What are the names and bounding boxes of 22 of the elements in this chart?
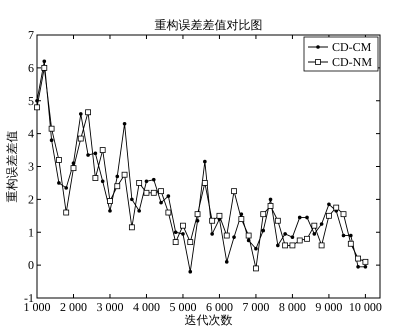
x-tick-label: 5 000 [169, 300, 196, 314]
x-tick-label: 2 000 [60, 300, 87, 314]
x-tick-label: 9 000 [315, 300, 342, 314]
y-tick-label: 4 [28, 126, 34, 141]
x-tick-label: 8 000 [278, 300, 306, 314]
y-tick-label: 5 [28, 94, 34, 108]
y-tick-label: 0 [28, 258, 34, 272]
chart-title: 重构误差差值对比图 [154, 18, 262, 32]
x-tick-label: 6 000 [206, 300, 233, 314]
x-tick-label: 10 000 [348, 300, 382, 314]
x-tick-label: 3 000 [96, 300, 124, 314]
y-tick-label: 3 [28, 160, 34, 174]
y-axis-title: 重构误差差值 [5, 130, 19, 202]
y-tick-label: 6 [28, 60, 34, 75]
x-axis-title: 迭代次数 [184, 313, 232, 327]
y-tick-label: 2 [28, 192, 34, 206]
legend-label: CD-CM [332, 40, 372, 54]
y-tick-label: 7 [28, 28, 34, 42]
y-tick-label: 1 [28, 225, 34, 240]
x-tick-label: 4 000 [132, 300, 160, 314]
legend-label: CD-NM [332, 55, 372, 69]
x-tick-label: 7 000 [242, 300, 270, 314]
